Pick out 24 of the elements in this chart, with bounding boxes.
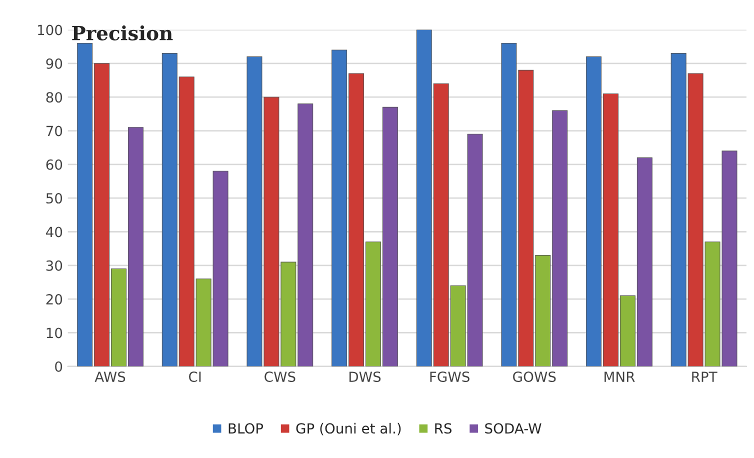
x-tick-label: RPT [692, 372, 718, 382]
y-tick-label: 30 [46, 260, 62, 271]
legend-label: GP (Ouni et al.) [296, 422, 401, 436]
x-tick-label: MNR [604, 372, 635, 382]
x-tick-label: CI [188, 372, 201, 382]
y-tick-label: 100 [38, 24, 62, 36]
y-tick-label: 80 [46, 92, 62, 103]
y-tick-label: 70 [46, 126, 62, 136]
y-tick-label: 20 [46, 294, 62, 305]
x-tick-label: AWS [94, 372, 126, 382]
x-tick-label: DWS [349, 372, 381, 382]
chart-title: Precision [72, 25, 173, 40]
legend-label: RS [435, 423, 452, 434]
y-tick-label: 50 [46, 193, 62, 204]
x-tick-label: GOWS [513, 372, 556, 382]
y-tick-label: 60 [46, 159, 62, 170]
legend-label: SODA-W [485, 423, 542, 434]
y-tick-label: 40 [46, 226, 62, 238]
y-tick-label: 90 [46, 58, 62, 69]
x-tick-label: FGWS [430, 372, 470, 382]
y-tick-label: 0 [55, 361, 62, 372]
y-tick-label: 10 [46, 328, 62, 338]
legend-label: BLOP [228, 423, 264, 434]
x-tick-label: CWS [264, 372, 296, 382]
